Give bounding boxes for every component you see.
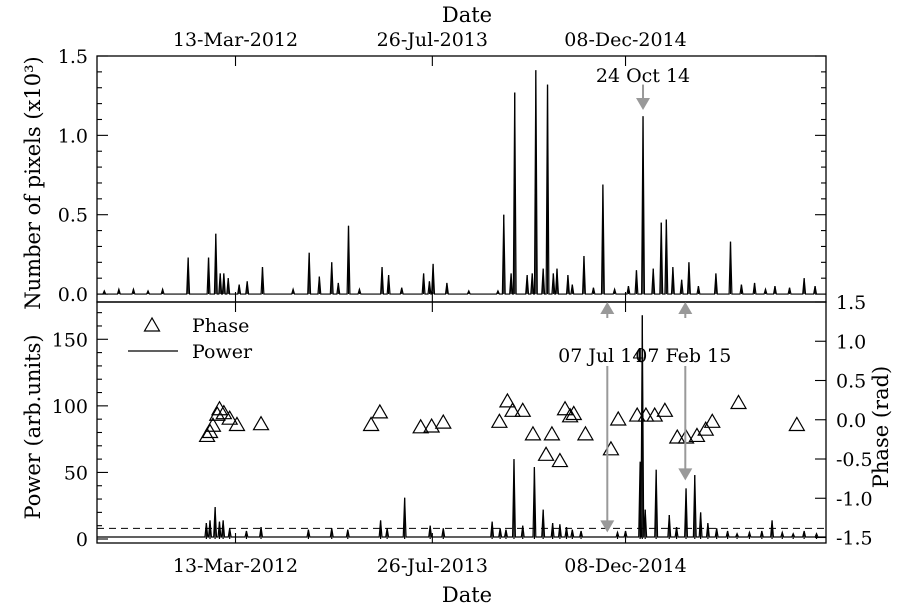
bottom-y2-axis-title: Phase (rad) xyxy=(869,366,893,488)
phase-point xyxy=(498,392,516,408)
bottom-y2-tick-label: 1.0 xyxy=(836,331,866,353)
bottom-y-tick-label: 50 xyxy=(64,462,88,484)
phase-point xyxy=(602,440,620,456)
bottom-y-tick-label: 150 xyxy=(52,329,88,351)
phase-point xyxy=(628,406,646,422)
top-x-tick-label: 26-Jul-2013 xyxy=(377,29,488,51)
phase-point xyxy=(565,405,583,421)
phase-point xyxy=(543,425,561,441)
top-x-tick-label: 13-Mar-2012 xyxy=(173,29,298,51)
pixel-count-series xyxy=(97,70,826,295)
phase-point xyxy=(537,446,555,461)
top-y-tick-label: 1.5 xyxy=(58,46,88,68)
bottom-y2-tick-label: -1.0 xyxy=(836,488,873,510)
phase-point xyxy=(551,452,569,468)
annotation-label-07-jul-14: 07 Jul 14 xyxy=(558,345,644,367)
bottom-x-tick-label: 08-Dec-2014 xyxy=(564,555,687,577)
bottom-x-tick-label: 13-Mar-2012 xyxy=(173,555,298,577)
phase-point xyxy=(656,402,674,417)
bottom-y-axis-title: Power (arb.units) xyxy=(21,334,45,519)
bottom-y-tick-label: 100 xyxy=(52,396,88,418)
top-y-axis-title: Number of pixels (x10³) xyxy=(21,56,45,309)
bottom-y2-tick-label: 0.0 xyxy=(836,410,866,432)
phase-point xyxy=(576,425,594,441)
annotation-arrow-07-feb-15-down-head xyxy=(678,468,693,481)
phase-point xyxy=(228,416,246,432)
legend-power-label: Power xyxy=(192,341,253,363)
top-axis-title: Date xyxy=(442,3,492,27)
phase-point xyxy=(729,394,748,410)
phase-point xyxy=(434,413,452,429)
bottom-plot-frame xyxy=(96,301,827,544)
bottom-y2-tick-label: 0.5 xyxy=(836,371,866,393)
top-y-tick-label: 1.0 xyxy=(58,125,88,147)
legend-phase-marker xyxy=(143,316,161,332)
phase-point xyxy=(703,413,721,428)
bottom-x-tick-label: 26-Jul-2013 xyxy=(377,555,488,577)
phase-point xyxy=(221,409,239,425)
top-y-tick-label: 0.0 xyxy=(58,284,88,306)
annotation-arrow-07-jul-14-up-head xyxy=(600,302,615,314)
bottom-axis-title: Date xyxy=(442,583,492,607)
phase-point xyxy=(561,407,579,423)
phase-point xyxy=(503,402,522,417)
bottom-y2-tick-label: -0.5 xyxy=(836,449,873,471)
phase-point xyxy=(524,425,542,441)
phase-point xyxy=(637,406,655,422)
annotation-arrow-24-oct-14-head xyxy=(636,97,651,110)
phase-point xyxy=(788,416,806,432)
phase-point xyxy=(215,404,233,420)
phase-point xyxy=(514,402,532,417)
phase-point xyxy=(210,400,229,416)
phase-point xyxy=(423,417,441,433)
phase-point xyxy=(556,400,574,416)
bottom-y-tick-label: 0 xyxy=(76,529,88,551)
phase-point xyxy=(204,417,222,432)
annotation-arrow-07-jul-14-down-head xyxy=(600,520,615,533)
top-y-tick-label: 0.5 xyxy=(58,205,88,227)
phase-point xyxy=(490,413,508,428)
phase-point xyxy=(697,420,715,436)
bottom-y2-tick-label: -1.5 xyxy=(836,528,873,550)
power-series xyxy=(97,315,826,538)
bottom-y2-tick-label: 1.5 xyxy=(836,292,866,314)
phase-point xyxy=(208,406,226,421)
phase-point xyxy=(412,418,430,434)
bottom-panel: 0 50 100 150 1.5 1.0 0.5 0.0 -0.5 -1.0 -1.5 13-Mar-… xyxy=(52,292,873,577)
legend-phase-label: Phase xyxy=(192,315,249,337)
annotation-label-07-feb-15: 07 Feb 15 xyxy=(635,345,731,367)
phase-point xyxy=(252,415,270,431)
annotation-arrow-07-feb-15-up-head xyxy=(678,302,693,314)
annotation-label-24-oct-14: 24 Oct 14 xyxy=(596,65,690,87)
phase-point xyxy=(362,416,380,432)
phase-point xyxy=(609,410,627,426)
top-x-tick-label: 08-Dec-2014 xyxy=(564,29,687,51)
phase-point xyxy=(668,428,686,444)
top-panel: 0.0 0.5 1.0 1.5 13-Mar-2012 26-Jul-2013 08-Dec… xyxy=(58,29,827,306)
top-plot-frame xyxy=(96,55,827,303)
phase-point xyxy=(371,403,389,419)
